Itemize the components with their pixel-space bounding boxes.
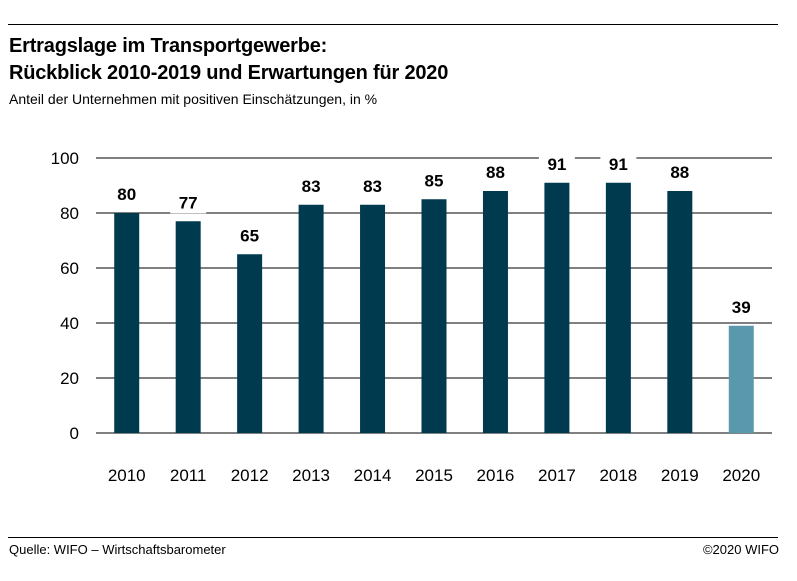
y-tick-label: 60 [60, 259, 79, 278]
data-label-2012: 65 [240, 226, 259, 245]
data-label-background [661, 161, 698, 183]
x-tick-label-2013: 2013 [292, 466, 330, 485]
y-tick-label: 80 [60, 204, 79, 223]
x-tick-label-2017: 2017 [538, 466, 576, 485]
bar-2016 [482, 191, 508, 433]
data-labels: 80 77 65 83 83 85 88 91 91 88 39 [108, 152, 760, 318]
x-tick-label-2020: 2020 [722, 466, 760, 485]
x-tick-label-2011: 2011 [170, 466, 207, 485]
data-label-2020: 39 [732, 298, 751, 317]
x-tick-label-2016: 2016 [477, 466, 515, 485]
data-label-2014: 83 [363, 177, 382, 196]
x-tick-label-2019: 2019 [661, 466, 699, 485]
data-label-2019: 88 [670, 163, 689, 182]
data-label-2010: 80 [117, 185, 136, 204]
data-label-2013: 83 [302, 177, 321, 196]
y-tick-label: 100 [51, 149, 79, 168]
y-axis-ticks: 0 20 40 60 80 100 [51, 149, 79, 443]
y-tick-label: 40 [60, 314, 79, 333]
bar-2011 [175, 221, 201, 433]
bar-2010 [114, 213, 140, 433]
bar-2015 [421, 199, 447, 433]
data-label-2018: 91 [609, 155, 628, 174]
data-label-background [293, 174, 330, 197]
bar-chart: 80 77 65 83 83 85 88 91 91 88 39 0 20 40 60 80 100 2010… [51, 149, 772, 485]
x-tick-label-2012: 2012 [231, 466, 269, 485]
data-label-background [108, 183, 145, 205]
bar-2019 [667, 191, 693, 433]
bar-2017 [544, 182, 570, 433]
bar-2013 [298, 204, 324, 433]
bar-2018 [605, 182, 631, 433]
data-label-2011: 77 [179, 193, 198, 212]
data-label-background [231, 224, 268, 247]
data-label-2017: 91 [547, 155, 566, 174]
bar-2014 [360, 204, 386, 433]
data-label-background [723, 295, 760, 318]
x-tick-label-2015: 2015 [415, 466, 453, 485]
data-label-background [170, 191, 207, 214]
x-tick-label-2010: 2010 [108, 466, 146, 485]
top-rule [8, 24, 778, 25]
data-label-2015: 85 [425, 171, 444, 190]
bottom-rule [8, 537, 778, 538]
x-axis-ticks: 2010 2011 2012 2013 2014 2015 2016 2017 2018 2019… [108, 466, 760, 485]
x-tick-label-2014: 2014 [354, 466, 392, 485]
y-tick-label: 0 [70, 424, 79, 443]
chart-subtitle: Anteil der Unternehmen mit positiven Ein… [9, 91, 378, 107]
data-label-background [477, 161, 514, 183]
bar-2012 [237, 254, 263, 433]
data-label-background [600, 152, 637, 175]
data-label-background [354, 174, 391, 197]
y-tick-label: 20 [60, 369, 79, 388]
chart-title-line-1: Ertragslage im Transportgewerbe: [9, 35, 328, 57]
chart-title-line-2: Rückblick 2010-2019 und Erwartungen für … [9, 62, 449, 84]
data-label-background [416, 169, 452, 192]
data-label-background [538, 152, 575, 175]
bar-2020 [728, 325, 754, 433]
bars [114, 182, 754, 433]
x-tick-label-2018: 2018 [599, 466, 637, 485]
data-label-2016: 88 [486, 163, 505, 182]
copyright: ©2020 WIFO [702, 542, 779, 557]
source-note: Quelle: WIFO – Wirtschaftsbarometer [9, 542, 226, 557]
